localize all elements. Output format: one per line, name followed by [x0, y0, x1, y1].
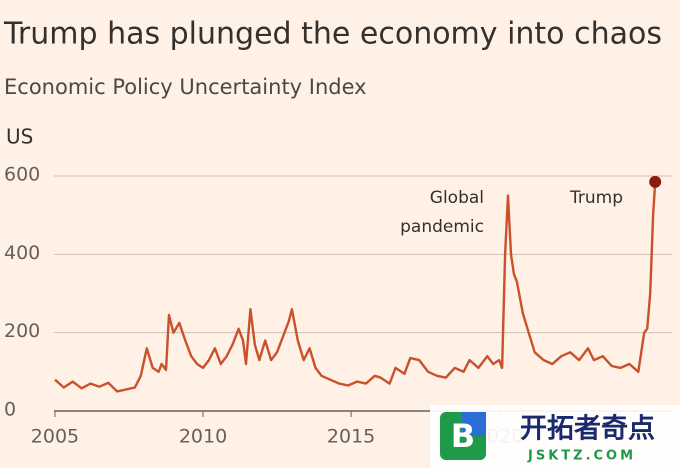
- watermark-site: JSKTZ.COM: [527, 449, 636, 464]
- x-tick-label: 2010: [179, 426, 227, 448]
- annotation: Global: [430, 188, 484, 208]
- watermark-logo-accent: [462, 412, 486, 436]
- y-tick-label: 400: [4, 242, 40, 264]
- x-tick-label: 2005: [31, 426, 79, 448]
- watermark-logo: B: [451, 417, 475, 455]
- y-tick-label: 0: [4, 399, 16, 421]
- y-tick-label: 200: [4, 320, 40, 342]
- y-tick-label: 600: [4, 164, 40, 186]
- watermark: B 开拓者奇点 JSKTZ.COM: [430, 405, 680, 468]
- end-marker: [649, 175, 662, 188]
- y-axis-label: US: [6, 125, 33, 149]
- watermark-name: 开拓者奇点: [520, 414, 655, 445]
- chart-title: Trump has plunged the economy into chaos: [3, 17, 662, 52]
- x-tick-label: 2015: [327, 426, 375, 448]
- line: [54, 181, 657, 393]
- annotation: Trump: [569, 188, 623, 208]
- annotation: pandemic: [400, 217, 484, 237]
- chart-subtitle: Economic Policy Uncertainty Index: [4, 75, 367, 99]
